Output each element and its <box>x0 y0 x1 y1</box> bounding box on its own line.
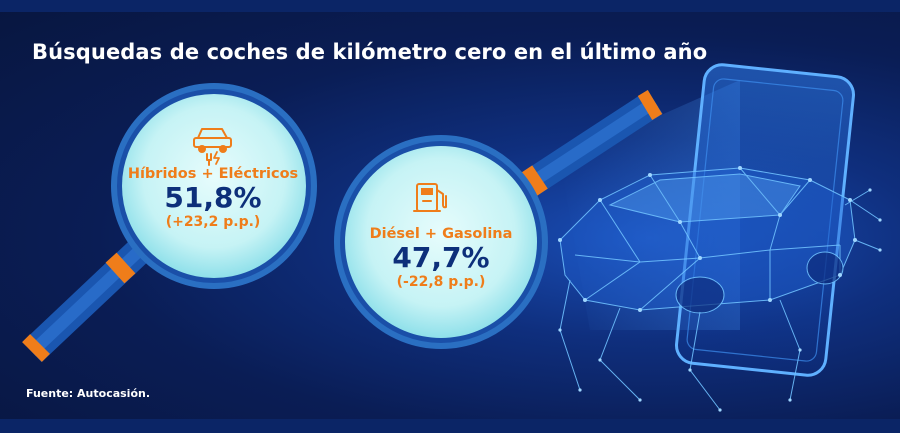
magnifier-lens-1 <box>111 83 317 289</box>
network-dots <box>558 166 882 412</box>
magnifier-lens-2 <box>334 135 548 349</box>
stat-diesel-gasoline: Diésel + Gasolina 47,7% (-22,8 p.p.) <box>345 226 537 290</box>
stat-label: Diésel + Gasolina <box>369 226 513 242</box>
stat-hybrid-electric: Híbridos + Eléctricos 51,8% (+23,2 p.p.) <box>121 166 305 230</box>
stat-change: (+23,2 p.p.) <box>165 214 261 231</box>
stat-value: 47,7% <box>392 241 490 274</box>
fuel-pump-icon <box>413 183 447 212</box>
magnifier-handle-1 <box>22 239 150 363</box>
top-band <box>0 0 900 12</box>
bottom-band <box>0 419 900 433</box>
stat-change: (-22,8 p.p.) <box>396 274 486 291</box>
stat-label: Híbridos + Eléctricos <box>127 166 299 182</box>
source-note: Fuente: Autocasión. <box>26 387 151 400</box>
stat-value: 51,8% <box>164 181 262 214</box>
electric-car-icon <box>193 128 232 166</box>
page-title: Búsquedas de coches de kilómetro cero en… <box>32 40 708 64</box>
